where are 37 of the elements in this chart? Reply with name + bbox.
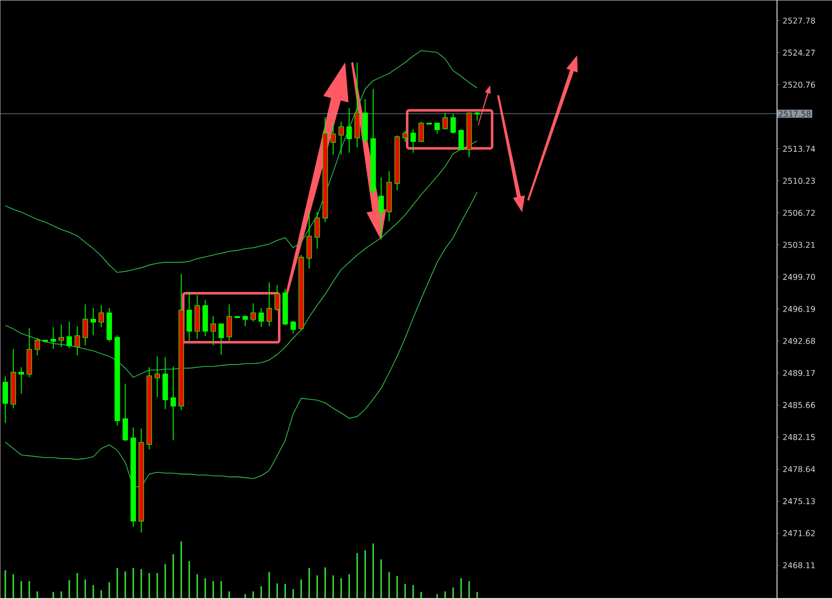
candlestick	[250, 303, 256, 322]
candlestick	[50, 326, 56, 350]
candlestick	[450, 113, 456, 134]
candlestick	[474, 111, 480, 122]
candlestick	[266, 282, 272, 327]
candlestick	[122, 383, 128, 442]
candlestick	[330, 122, 336, 156]
candlestick	[410, 128, 416, 154]
candlestick	[434, 122, 440, 134]
candlestick	[66, 321, 72, 349]
candlestick	[346, 108, 352, 154]
candlestick	[306, 212, 312, 270]
candlestick	[74, 326, 80, 356]
candlestick	[18, 367, 24, 394]
candlestick	[418, 122, 424, 143]
candlestick	[170, 366, 176, 441]
candlestick	[34, 338, 40, 356]
candlestick	[442, 112, 448, 130]
candlestick	[274, 284, 280, 312]
candlestick	[2, 376, 8, 424]
candlestick	[154, 356, 160, 398]
candlestick	[186, 291, 192, 342]
candlestick	[338, 122, 344, 156]
candlestick	[58, 324, 64, 348]
candlestick	[242, 315, 248, 327]
candlestick	[258, 308, 264, 328]
candlestick	[218, 323, 224, 356]
candlestick	[314, 212, 320, 250]
candlestick	[82, 304, 88, 346]
candlestick	[226, 304, 232, 342]
candlestick	[98, 304, 104, 328]
candlestick	[290, 320, 296, 334]
candlestick	[90, 308, 96, 336]
candlestick	[458, 128, 464, 151]
candlestick	[402, 130, 408, 143]
candlestick	[210, 316, 216, 346]
candlestick	[378, 177, 384, 240]
